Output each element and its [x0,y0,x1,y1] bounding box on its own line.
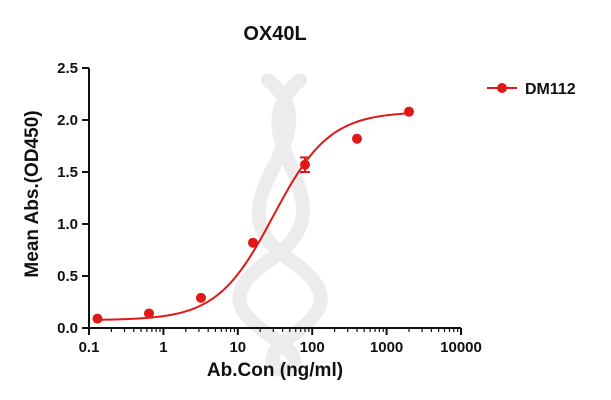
plot-area [92,106,414,324]
y-axis-label: Mean Abs.(OD450) [22,110,43,277]
data-point [299,159,310,170]
legend-label: DM112 [525,81,576,98]
x-tick-label: 10000 [440,339,482,356]
data-point [143,308,154,319]
legend-marker [497,83,507,93]
x-tick-label: 1000 [370,339,403,356]
data-point [403,106,414,117]
x-ticks: 0.1 1 10 100 1000 10000 [79,328,482,356]
x-tick-label: 0.1 [79,339,100,356]
y-tick-label: 2.5 [57,60,78,77]
y-tick-label: 2.0 [57,112,78,129]
data-point [92,313,103,324]
y-tick-label: 1.5 [57,164,78,181]
data-point [195,292,206,303]
legend: DM112 [487,81,576,98]
y-ticks: 0.0 0.5 1.0 1.5 2.0 2.5 [57,60,89,337]
x-axis-label: Ab.Con (ng/ml) [207,360,343,381]
x-tick-label: 1 [159,339,167,356]
y-tick-label: 1.0 [57,216,78,233]
y-tick-label: 0.5 [57,268,78,285]
x-tick-label: 100 [300,339,325,356]
watermark [232,73,328,377]
data-point [247,237,258,248]
y-tick-label: 0.0 [57,320,78,337]
x-tick-label: 10 [229,339,246,356]
data-point [351,133,362,144]
chart-title: OX40L [243,23,306,45]
